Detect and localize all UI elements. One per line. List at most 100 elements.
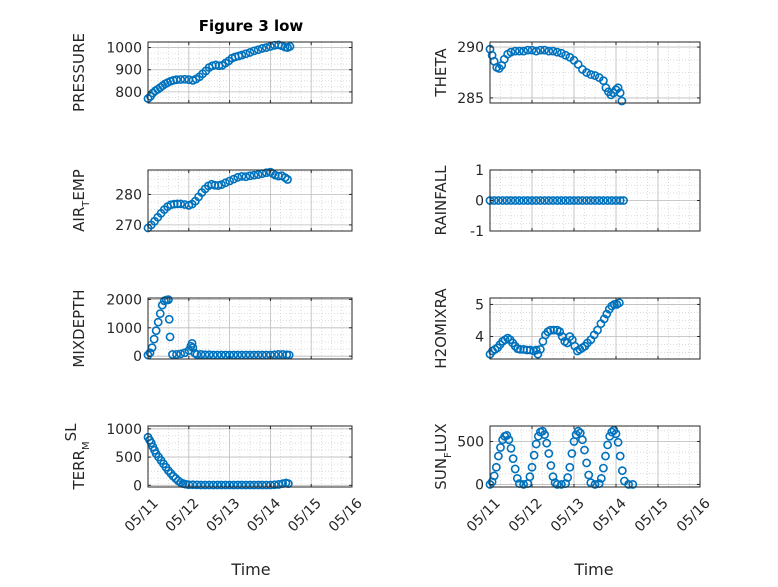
data-point xyxy=(163,295,173,305)
y-tick-label: 280 xyxy=(115,187,142,203)
data-point xyxy=(628,480,638,489)
data-point xyxy=(529,450,539,460)
data-point xyxy=(617,466,627,476)
data-point xyxy=(573,59,583,69)
data-point xyxy=(233,172,243,182)
y-tick-label: 270 xyxy=(115,218,142,234)
axes-box xyxy=(147,169,353,232)
y-axis-label-main: THETA xyxy=(432,48,450,98)
data-point xyxy=(544,449,554,458)
data-point xyxy=(498,196,507,205)
figure-title: Figure 3 low xyxy=(199,17,304,35)
y-tick-label: 0 xyxy=(475,477,484,493)
y-axis-label: PRESSURE xyxy=(70,33,88,112)
data-point xyxy=(151,326,161,336)
data-point xyxy=(557,196,566,205)
y-axis-label-sub: F xyxy=(443,452,454,458)
data-point xyxy=(590,480,600,489)
data-point xyxy=(506,196,516,205)
data-point xyxy=(611,429,621,439)
axes-box xyxy=(147,297,353,360)
data-point xyxy=(253,170,263,179)
data-point xyxy=(241,480,251,490)
data-point xyxy=(601,451,610,461)
data-point xyxy=(525,472,535,482)
y-tick-label: 4 xyxy=(475,330,484,346)
data-point xyxy=(607,427,617,437)
data-point xyxy=(614,298,624,308)
subplot-6: 4 5 H2OMIXRA xyxy=(432,288,701,369)
data-point xyxy=(510,196,520,205)
data-point xyxy=(172,350,181,359)
data-point xyxy=(164,314,174,324)
data-point xyxy=(586,478,596,488)
data-point xyxy=(184,480,194,490)
data-point xyxy=(515,196,524,205)
data-point xyxy=(502,431,512,440)
data-point xyxy=(283,175,292,184)
data-point xyxy=(491,462,501,472)
data-point xyxy=(607,196,617,205)
data-point xyxy=(582,458,591,468)
data-point xyxy=(615,451,625,461)
data-point xyxy=(506,443,516,453)
y-axis-label: RAINFALL xyxy=(432,165,450,236)
data-point xyxy=(249,170,259,180)
data-point xyxy=(624,480,633,489)
data-point xyxy=(613,437,623,447)
data-point xyxy=(192,350,202,359)
data-point xyxy=(249,480,259,490)
data-point xyxy=(176,199,186,209)
data-point xyxy=(274,350,283,359)
data-point xyxy=(515,46,524,56)
y-tick-label: 1000 xyxy=(106,422,142,438)
data-point xyxy=(510,464,520,474)
data-point xyxy=(225,480,234,490)
y-tick-label: 800 xyxy=(115,85,142,101)
data-point xyxy=(225,176,234,186)
axes-box xyxy=(147,425,353,488)
y-tick-label: 290 xyxy=(457,40,484,56)
data-point xyxy=(603,196,612,205)
y-axis-label-main: RAINFALL xyxy=(432,165,450,236)
axes-box xyxy=(147,41,353,104)
data-point xyxy=(155,309,165,319)
data-point xyxy=(208,480,218,490)
data-point xyxy=(241,172,251,182)
axes-box xyxy=(489,425,701,488)
data-point xyxy=(493,196,503,205)
data-point xyxy=(555,327,565,337)
y-axis-label-main: H2OMIXRA xyxy=(432,288,450,369)
y-tick-label: 285 xyxy=(457,91,484,107)
data-point xyxy=(519,46,528,56)
data-point xyxy=(557,48,566,58)
y-tick-label: 500 xyxy=(457,434,484,450)
data-point xyxy=(512,474,522,483)
subplot-1: 800 900 1000 PRESSURE xyxy=(70,33,353,112)
data-point xyxy=(546,461,556,470)
data-point xyxy=(619,196,628,205)
data-point xyxy=(261,43,271,52)
data-point xyxy=(594,196,604,205)
data-point xyxy=(565,462,575,472)
y-axis-label-tail: SL xyxy=(62,423,80,442)
data-point xyxy=(523,45,533,55)
data-point xyxy=(508,454,518,464)
data-point xyxy=(249,46,259,56)
data-point xyxy=(519,196,528,205)
data-point xyxy=(506,47,516,57)
data-point xyxy=(599,314,609,324)
data-point xyxy=(578,435,587,445)
data-point xyxy=(233,480,243,490)
data-point xyxy=(217,480,226,490)
data-point xyxy=(582,196,591,205)
data-point xyxy=(245,171,255,181)
data-point xyxy=(567,449,577,458)
data-point xyxy=(531,439,541,449)
data-point xyxy=(245,48,255,57)
data-point xyxy=(527,196,537,205)
data-point xyxy=(599,196,608,205)
subplot-5: 0 1000 2000 MIXDEPTH xyxy=(70,289,353,368)
data-point xyxy=(204,350,214,360)
data-point xyxy=(527,462,537,472)
